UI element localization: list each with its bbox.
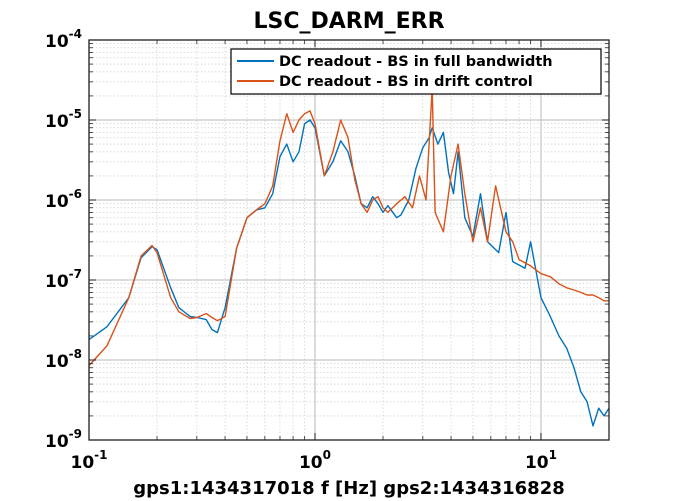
series-layer: [88, 87, 610, 427]
y-tick-label-exponent: -5: [69, 107, 82, 121]
chart-title: LSC_DARM_ERR: [253, 9, 444, 34]
y-tick-label: 10-4: [45, 27, 82, 52]
y-tick-label-exponent: -8: [69, 347, 82, 361]
x-axis-label: gps1:1434317018 f [Hz] gps2:1434316828: [133, 478, 565, 499]
y-tick-label: 10-8: [45, 347, 82, 372]
x-tick-label-base: 10: [525, 453, 549, 473]
y-tick-label-base: 10: [45, 352, 69, 372]
y-tick-labels: 10-910-810-710-610-510-4: [45, 27, 82, 452]
y-tick-label-exponent: -9: [69, 427, 82, 441]
plot-frame: [88, 39, 610, 441]
y-tick-label-exponent: -6: [69, 187, 82, 201]
y-tick-label-exponent: -4: [69, 27, 82, 41]
legend-label-full-bandwidth: DC readout - BS in full bandwidth: [279, 54, 553, 70]
legend-box: [230, 48, 602, 95]
y-tick-label-base: 10: [45, 272, 69, 292]
y-tick-label: 10-7: [45, 267, 82, 292]
y-tick-label-base: 10: [45, 112, 69, 132]
y-tick-label: 10-5: [45, 107, 82, 132]
y-tick-label-base: 10: [45, 32, 69, 52]
y-tick-label-base: 10: [45, 192, 69, 212]
axis-ticks: [88, 39, 610, 441]
legend-label-drift-control: DC readout - BS in drift control: [279, 74, 533, 90]
legend: DC readout - BS in full bandwidth DC rea…: [230, 48, 602, 95]
x-tick-label: 101: [525, 448, 557, 473]
y-tick-label: 10-6: [45, 187, 82, 212]
y-tick-label-exponent: -7: [69, 267, 82, 281]
y-tick-label-base: 10: [45, 432, 69, 452]
x-tick-label: 10-1: [70, 448, 107, 473]
x-tick-label-exponent: -1: [94, 448, 107, 462]
x-tick-label-exponent: 1: [549, 448, 557, 462]
series-line-0: [88, 119, 610, 427]
plot-area: [89, 40, 609, 440]
x-tick-labels: 10-1 100 101: [70, 448, 556, 473]
x-tick-label: 100: [299, 448, 331, 473]
x-tick-label-base: 10: [70, 453, 94, 473]
x-tick-label-base: 10: [299, 453, 323, 473]
y-tick-label: 10-9: [45, 427, 82, 452]
x-tick-label-exponent: 0: [323, 448, 331, 462]
series-line-1: [88, 87, 609, 367]
